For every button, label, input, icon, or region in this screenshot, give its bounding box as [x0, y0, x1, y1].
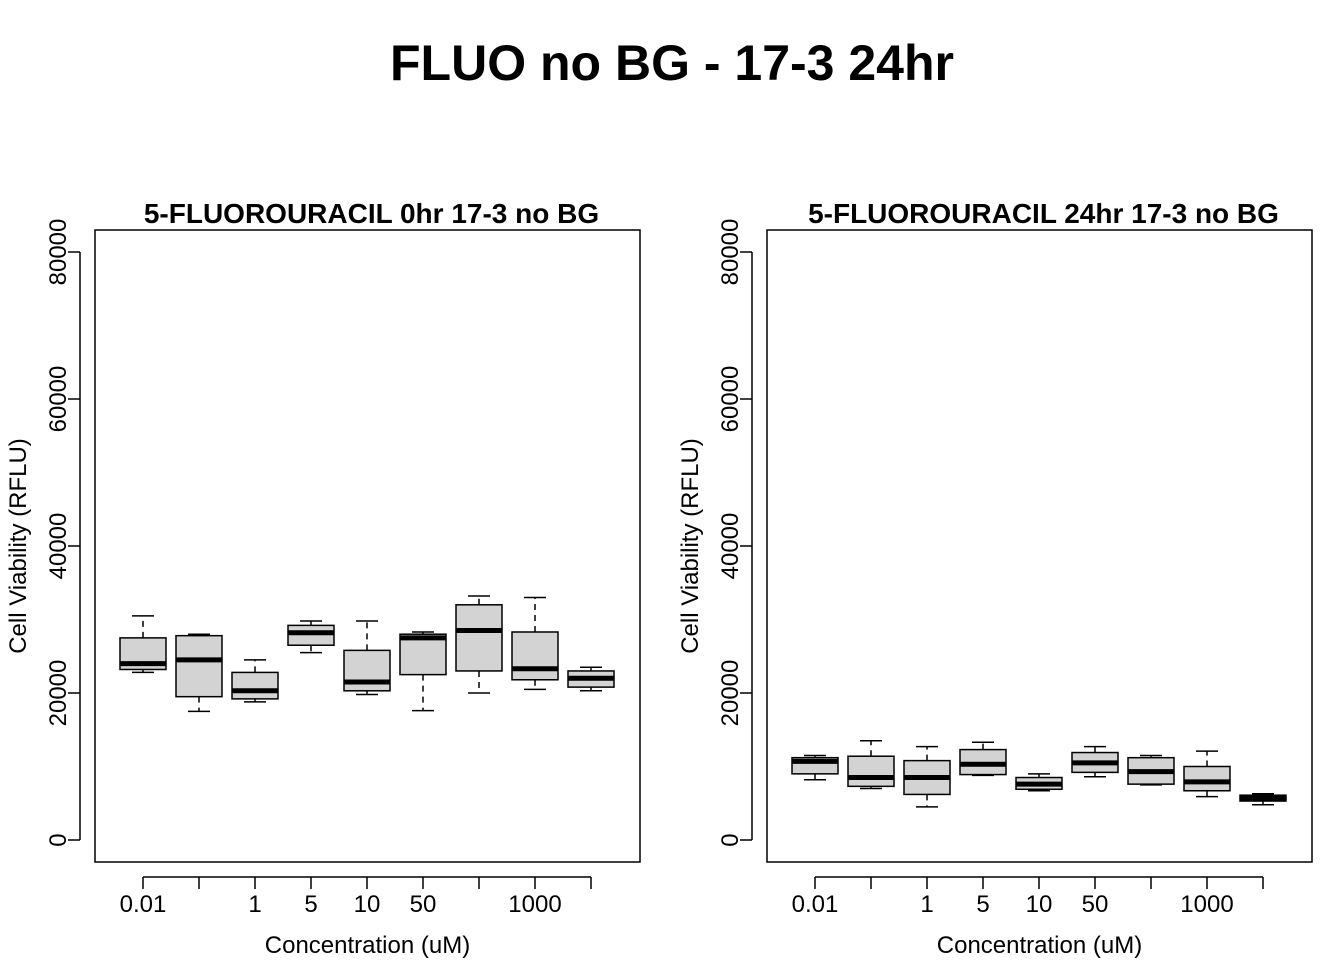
y-tick-label: 80000	[45, 219, 72, 286]
boxplot-panel-24hr: 5-FLUOROURACIL 24hr 17-3 no BG 0 20000 4000…	[677, 198, 1313, 959]
box-group	[119, 615, 167, 674]
box-iqr	[287, 624, 335, 646]
box-group	[847, 740, 895, 790]
x-tick-label: 1000	[1180, 891, 1233, 918]
box-group	[231, 659, 279, 703]
x-tick-label: 1	[920, 891, 933, 918]
y-tick-label: 0	[717, 833, 744, 846]
x-tick-label: 50	[410, 891, 437, 918]
x-tick-label: 1000	[508, 891, 561, 918]
box-group	[1015, 773, 1063, 792]
x-tick-label: 10	[1026, 891, 1053, 918]
y-tick-label: 60000	[45, 366, 72, 433]
y-tick-label: 80000	[717, 219, 744, 286]
y-tick-label: 60000	[717, 366, 744, 433]
box-group	[903, 745, 951, 808]
box-group	[1183, 750, 1231, 798]
box-iqr	[343, 649, 391, 692]
box-group	[791, 754, 839, 781]
box-group	[1239, 792, 1287, 806]
y-tick-label: 20000	[717, 660, 744, 727]
y-axis-label: Cell Viability (RFLU)	[677, 438, 704, 654]
box-group	[455, 595, 503, 694]
box-group	[567, 666, 615, 692]
x-axis-label: Concentration (uM)	[265, 932, 470, 959]
box-iqr	[847, 755, 895, 788]
box-iqr	[455, 604, 503, 672]
plot-frame	[94, 229, 641, 863]
panel-title: 5-FLUOROURACIL 24hr 17-3 no BG	[808, 198, 1279, 229]
x-tick-label: 0.01	[792, 891, 839, 918]
box-group	[343, 620, 391, 696]
panel-title: 5-FLUOROURACIL 0hr 17-3 no BG	[144, 198, 599, 229]
box-group	[399, 631, 447, 712]
box-group	[511, 596, 559, 691]
boxplot-panel-0hr: 5-FLUOROURACIL 0hr 17-3 no BG 0 20000 40000…	[5, 198, 641, 959]
x-axis-label: Concentration (uM)	[937, 932, 1142, 959]
box-iqr	[175, 634, 223, 698]
box-iqr	[399, 633, 447, 676]
y-axis-label: Cell Viability (RFLU)	[5, 438, 32, 654]
x-tick-label: 1	[248, 891, 261, 918]
box-group	[1127, 754, 1175, 786]
box-group	[1071, 745, 1119, 778]
x-tick-label: 10	[354, 891, 381, 918]
box-group	[175, 633, 223, 713]
box-group	[287, 620, 335, 654]
x-tick-label: 50	[1082, 891, 1109, 918]
box-iqr	[231, 671, 279, 700]
box-iqr	[1183, 765, 1231, 792]
y-tick-label: 0	[45, 833, 72, 846]
box-group	[959, 741, 1007, 777]
y-tick-label: 20000	[45, 660, 72, 727]
y-tick-label: 40000	[717, 513, 744, 580]
box-iqr	[511, 631, 559, 681]
plot-frame	[766, 229, 1313, 863]
x-tick-label: 0.01	[120, 891, 167, 918]
x-tick-label: 5	[976, 891, 989, 918]
x-tick-label: 5	[304, 891, 317, 918]
y-tick-label: 40000	[45, 513, 72, 580]
page-title: FLUO no BG - 17-3 24hr	[390, 35, 954, 91]
